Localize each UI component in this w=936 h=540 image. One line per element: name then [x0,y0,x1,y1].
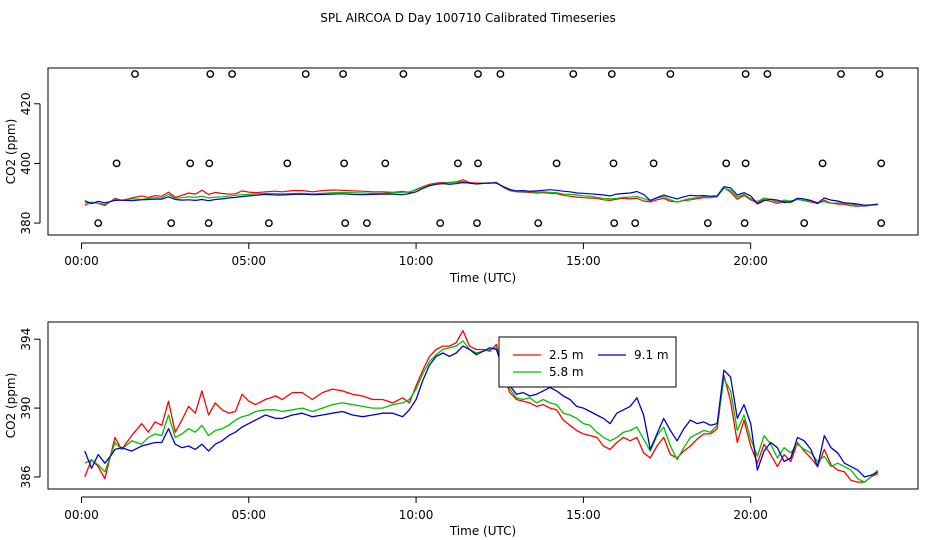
marker-point [264,219,273,228]
marker-point [362,219,371,228]
bottom-series-lines [84,329,879,483]
marker-point [340,159,348,168]
marker-point [228,70,237,78]
marker-point [534,219,543,228]
marker-point [609,159,618,168]
marker-point [474,70,482,78]
x-tick-label: 05:00 [231,508,266,522]
marker-point [112,159,121,168]
bottom-panel: 00:00 05:00 10:00 15:00 20:00 386 390 394 Time… [4,321,919,538]
top-x-axis-label: Time (UTC) [449,271,516,285]
legend-label-9-1m: 9.1 m [634,348,669,362]
marker-point [205,159,214,168]
marker-point [741,70,750,78]
x-tick-label: 20:00 [733,508,768,522]
x-tick-label: 10:00 [399,508,434,522]
series-line-91m [84,181,878,206]
marker-point [283,159,292,168]
marker-point [722,159,731,168]
series-line-25m [84,329,879,483]
marker-point [474,159,482,168]
marker-point [206,70,215,78]
top-y-axis: 380 400 420 [19,92,41,235]
bottom-x-axis-label: Time (UTC) [449,524,516,538]
marker-point [741,159,750,168]
marker-point [763,70,772,78]
marker-point [740,219,749,228]
marker-point [204,219,213,228]
marker-point [496,70,505,78]
marker-point [631,219,640,228]
marker-point [473,219,481,228]
marker-point [569,70,578,78]
bottom-plot-frame [47,321,919,490]
bottom-y-axis-label: CO2 (ppm) [4,373,18,439]
bottom-y-axis: 386 390 394 [19,328,41,488]
marker-point [381,159,390,168]
y-tick-label: 394 [19,328,33,351]
marker-point [94,219,103,228]
marker-point [607,70,616,78]
legend-label-2-5m: 2.5 m [549,348,584,362]
y-tick-label: 386 [19,465,33,488]
marker-point [131,70,139,78]
marker-point [877,219,886,228]
x-tick-label: 15:00 [566,508,601,522]
figure-title: SPL AIRCOA D Day 100710 Calibrated Times… [320,11,615,25]
x-tick-label: 10:00 [399,254,434,268]
x-tick-label: 20:00 [733,254,768,268]
marker-point [186,159,195,168]
marker-point [552,159,561,168]
top-plot-frame [47,67,919,236]
marker-point [453,159,462,168]
marker-point [877,159,886,168]
x-tick-label: 00:00 [64,508,99,522]
top-markers [94,70,886,228]
y-tick-label: 390 [19,397,33,420]
y-tick-label: 420 [19,92,33,115]
marker-point [875,70,884,78]
marker-point [339,70,347,78]
top-panel: 00:00 05:00 10:00 15:00 20:00 380 400 420 Time… [4,67,919,285]
x-tick-label: 05:00 [231,254,266,268]
legend: 2.5 m 5.8 m 9.1 m [498,336,677,388]
marker-point [800,219,809,228]
marker-point [703,219,712,228]
top-y-axis-label: CO2 (ppm) [4,119,18,185]
marker-point [818,159,827,168]
marker-point [666,70,675,78]
top-series-lines [84,179,878,207]
y-tick-label: 400 [19,152,33,175]
bottom-x-axis: 00:00 05:00 10:00 15:00 20:00 [64,496,768,522]
marker-point [436,219,445,228]
top-x-axis: 00:00 05:00 10:00 15:00 20:00 [64,242,768,268]
y-tick-label: 380 [19,212,33,235]
marker-point [837,70,845,78]
legend-label-5-8m: 5.8 m [549,365,584,379]
marker-point [167,219,176,228]
marker-point [399,70,408,78]
x-tick-label: 00:00 [64,254,99,268]
legend-box [498,336,677,388]
marker-point [649,159,658,168]
marker-point [610,219,619,228]
marker-point [301,70,310,78]
marker-point [341,219,350,228]
x-tick-label: 15:00 [566,254,601,268]
